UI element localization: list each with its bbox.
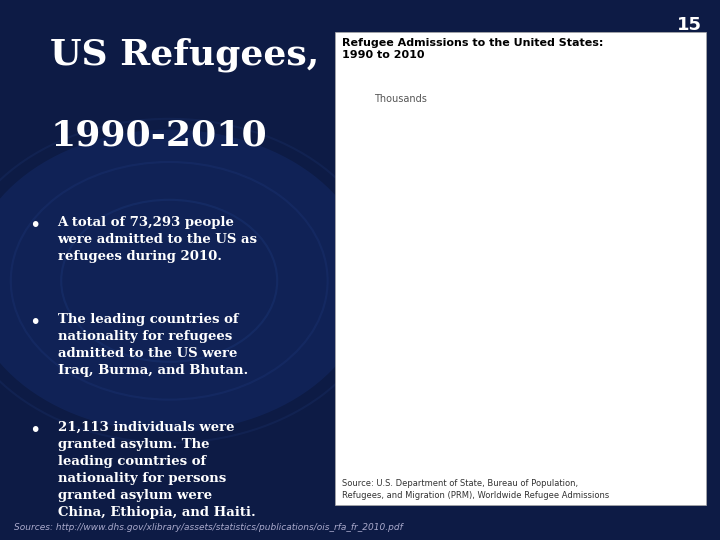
Text: Refugee Admissions to the United States:
1990 to 2010: Refugee Admissions to the United States:… — [342, 38, 603, 60]
Text: US Refugees,: US Refugees, — [50, 38, 320, 72]
Text: Source: U.S. Department of State, Bureau of Population,
Refugees, and Migration : Source: U.S. Department of State, Bureau… — [342, 480, 609, 500]
Text: The leading countries of
nationality for refugees
admitted to the US were
Iraq, : The leading countries of nationality for… — [58, 313, 248, 377]
Text: •: • — [29, 421, 40, 440]
Text: A total of 73,293 people
were admitted to the US as
refugees during 2010.: A total of 73,293 people were admitted t… — [58, 216, 258, 263]
Text: 1990-2010: 1990-2010 — [50, 119, 267, 153]
Text: 21,113 individuals were
granted asylum. The
leading countries of
nationality for: 21,113 individuals were granted asylum. … — [58, 421, 256, 519]
Text: Sources: http://www.dhs.gov/xlibrary/assets/statistics/publications/ois_rfa_fr_2: Sources: http://www.dhs.gov/xlibrary/ass… — [14, 523, 403, 532]
Text: •: • — [29, 216, 40, 235]
Text: 15: 15 — [677, 16, 702, 34]
Text: •: • — [29, 313, 40, 332]
Text: Thousands: Thousands — [374, 94, 427, 105]
